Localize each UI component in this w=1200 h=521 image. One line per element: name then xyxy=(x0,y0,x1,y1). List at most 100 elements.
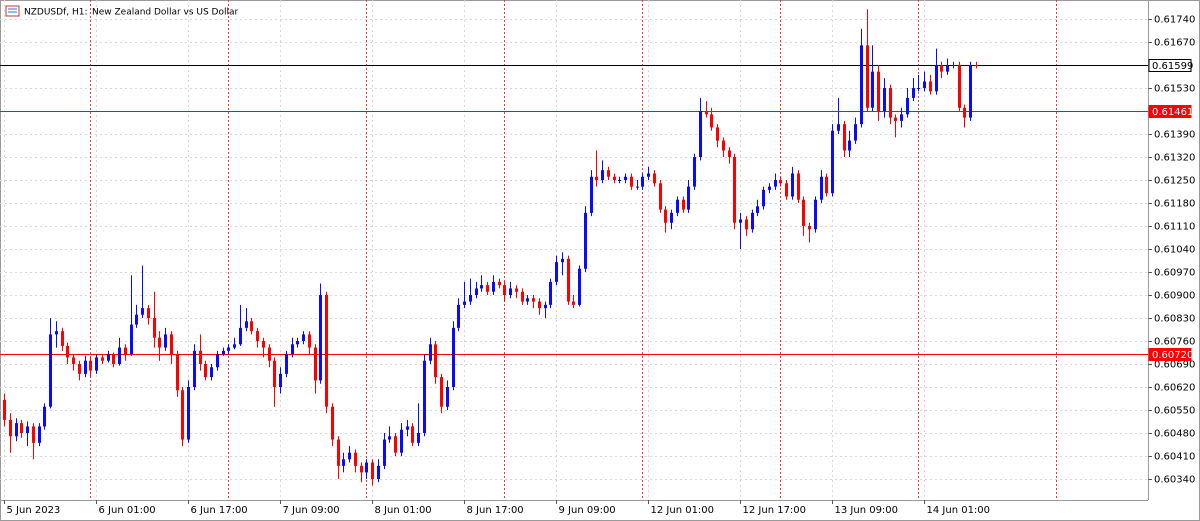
candle-body xyxy=(118,347,121,364)
candle-body xyxy=(342,459,345,466)
label-layer: 0.61740 0.61670 0.61530 0.61390 0.61320 0.612… xyxy=(4,15,1195,516)
candle-body xyxy=(446,386,449,407)
candle-body xyxy=(894,117,897,121)
candle-body xyxy=(429,344,432,361)
candle-body xyxy=(676,199,679,213)
candle-body xyxy=(883,88,886,112)
candle-body xyxy=(515,288,518,292)
candle-body xyxy=(147,308,150,319)
candle-body xyxy=(153,318,156,338)
candle-body xyxy=(204,363,207,378)
candle-body xyxy=(618,180,621,182)
candle-body xyxy=(411,426,414,443)
candle-body xyxy=(779,180,782,184)
candle-body xyxy=(130,324,133,355)
candle-body xyxy=(595,176,598,181)
candle-body xyxy=(544,304,547,309)
y-tick-label: 0.60900 xyxy=(1154,291,1195,302)
candle-body xyxy=(889,88,892,118)
candle-body xyxy=(227,347,230,351)
candle-body xyxy=(78,363,81,374)
candle-body xyxy=(687,186,690,210)
candle-body xyxy=(785,183,788,197)
candle-body xyxy=(710,114,713,128)
candle-body xyxy=(61,331,64,346)
candle-body xyxy=(348,452,351,460)
y-tick-label: 0.60480 xyxy=(1154,429,1195,440)
candle-body xyxy=(607,170,610,177)
candle-body xyxy=(360,465,363,473)
y-tick-label: 0.61250 xyxy=(1154,176,1195,187)
candle-body xyxy=(561,258,564,263)
x-tick-label: 13 Jun 09:00 xyxy=(835,505,899,516)
candle-body xyxy=(377,465,380,479)
candle-body xyxy=(15,423,18,437)
candle-body xyxy=(567,258,570,302)
candle-body xyxy=(262,340,265,348)
candle-body xyxy=(371,462,374,479)
candle-body xyxy=(659,183,662,210)
candle-body xyxy=(302,334,305,341)
price-line-layer xyxy=(0,65,1148,355)
y-tick-label: 0.60830 xyxy=(1154,314,1195,325)
candle-body xyxy=(9,419,12,437)
candle-body xyxy=(457,304,460,328)
candle-body xyxy=(181,390,184,440)
candle-body xyxy=(26,426,29,433)
x-tick-label: 8 Jun 01:00 xyxy=(375,505,432,516)
candle-body xyxy=(670,212,673,223)
candle-body xyxy=(664,209,667,223)
candle-body xyxy=(440,377,443,407)
candle-body xyxy=(963,107,966,118)
x-tick-label: 8 Jun 17:00 xyxy=(467,505,524,516)
candle-body xyxy=(526,298,529,302)
candle-body xyxy=(584,212,587,269)
candle-body xyxy=(417,432,420,443)
candle-body xyxy=(492,281,495,292)
candle-body xyxy=(319,295,322,381)
price-label: 0.60720 xyxy=(1152,350,1193,361)
symbol-label: NZDUSDf, H1: xyxy=(24,8,87,18)
candle-body xyxy=(216,354,219,368)
candle-body xyxy=(705,111,708,115)
separator-layer xyxy=(90,0,1057,500)
candle-body xyxy=(279,373,282,387)
candle-body xyxy=(647,173,650,177)
y-tick-label: 0.61530 xyxy=(1154,84,1195,95)
candle-body xyxy=(722,140,725,151)
candle-body xyxy=(578,268,581,305)
candle-body xyxy=(210,367,213,378)
candle-body xyxy=(555,262,558,282)
candle-body xyxy=(728,150,731,158)
candle-body xyxy=(325,295,328,407)
candle-body xyxy=(187,386,190,440)
x-tick-label: 6 Jun 01:00 xyxy=(99,505,156,516)
symbol-icon xyxy=(5,5,20,17)
candle-body xyxy=(739,219,742,223)
candle-body xyxy=(112,354,115,364)
candle-body xyxy=(699,111,702,158)
candle-body xyxy=(624,176,627,181)
candle-body xyxy=(572,301,575,305)
x-tick-label: 9 Jun 09:00 xyxy=(559,505,616,516)
candle-body xyxy=(848,140,851,151)
candle-body xyxy=(43,406,46,427)
candle-body xyxy=(641,176,644,187)
candle-body xyxy=(406,426,409,430)
x-tick-label: 12 Jun 01:00 xyxy=(651,505,715,516)
candle-body xyxy=(291,344,294,355)
candle-body xyxy=(636,186,639,188)
candle-body xyxy=(503,285,506,296)
candle-body xyxy=(877,71,880,112)
icon-frame xyxy=(5,5,20,17)
candle-body xyxy=(820,176,823,200)
candle-body xyxy=(843,124,846,151)
candle-body xyxy=(308,334,311,348)
candle-body xyxy=(549,281,552,305)
candle-body xyxy=(935,65,938,92)
candle-body xyxy=(814,199,817,230)
candle-body xyxy=(452,327,455,387)
candle-body xyxy=(135,314,138,325)
chart-title: New Zealand Dollar vs US Dollar xyxy=(92,8,239,18)
